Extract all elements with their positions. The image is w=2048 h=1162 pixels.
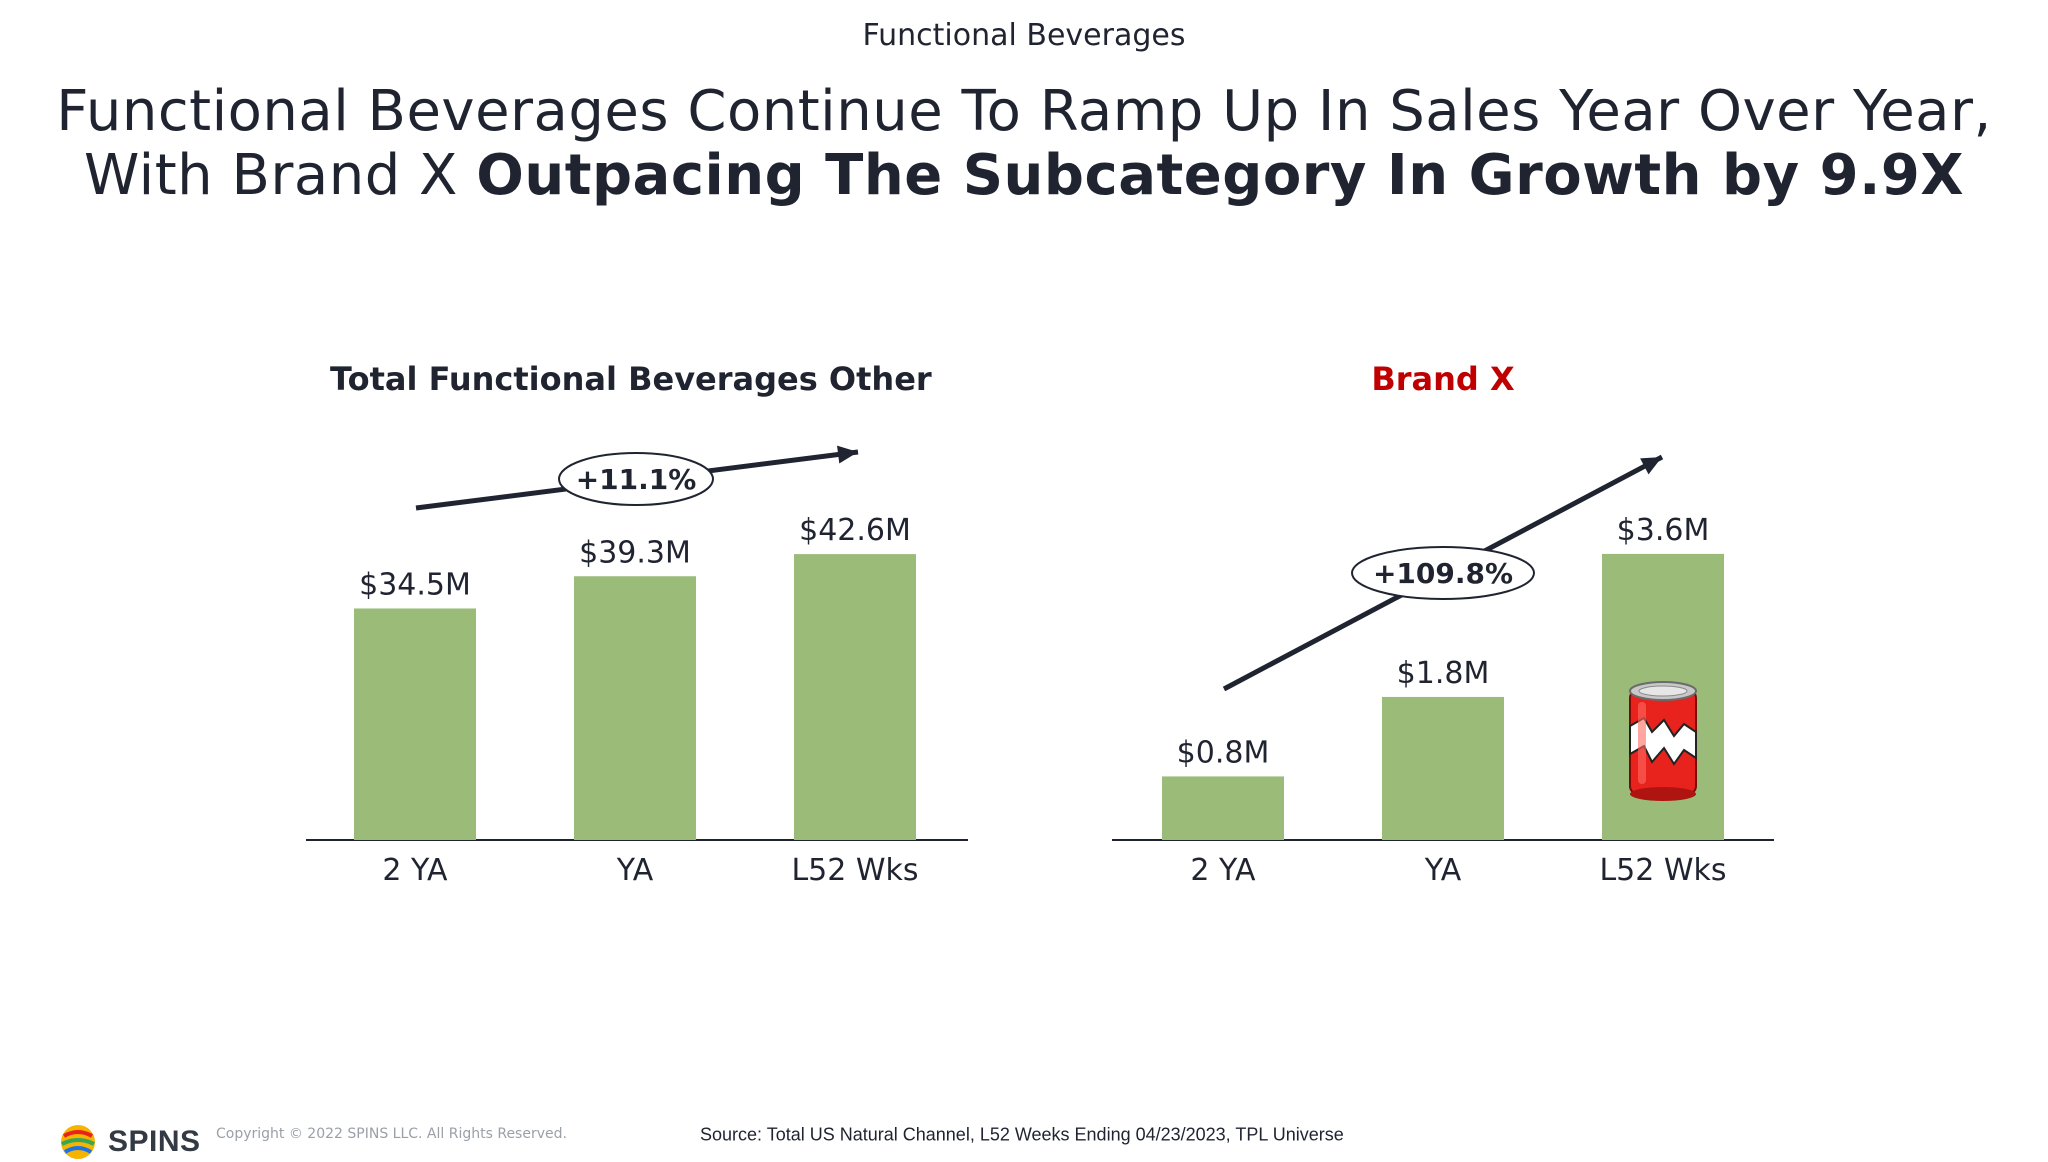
category-label: YA [616, 853, 654, 888]
bar-ya [1382, 696, 1504, 840]
growth-arrow-head [1640, 457, 1662, 475]
bar-2-ya [1162, 776, 1284, 840]
growth-label: +109.8% [1373, 557, 1513, 590]
growth-badge [558, 452, 714, 506]
section-label: Functional Beverages [862, 18, 1186, 53]
chart-1: $0.8M 2 YA $1.8M YA $3.6M L52 Wks +109.8% [1112, 454, 1774, 888]
headline: Functional Beverages Continue To Ramp Up… [0, 80, 2048, 208]
spins-logo: SPINS [58, 1122, 201, 1162]
category-label: L52 Wks [1599, 853, 1726, 888]
copyright-text: Copyright © 2022 SPINS LLC. All Rights R… [216, 1126, 567, 1142]
bar-ya [574, 576, 696, 840]
chart-title-brand-x: Brand X [1371, 360, 1515, 398]
bar-l52-wks [794, 554, 916, 840]
category-label: 2 YA [382, 853, 448, 888]
data-label: $39.3M [579, 535, 691, 570]
headline-line-2-bold: Outpacing The Subcategory In Growth by 9… [476, 143, 1964, 208]
bar-2-ya [354, 608, 476, 840]
data-label: $3.6M [1617, 513, 1710, 548]
soda-can-icon [1629, 681, 1697, 801]
headline-line-1: Functional Beverages Continue To Ramp Up… [56, 79, 1992, 144]
chart-title-total-functional-beverages: Total Functional Beverages Other [330, 360, 932, 398]
data-label: $34.5M [359, 567, 471, 602]
headline-line-2-regular: With Brand X [84, 143, 477, 208]
data-label: $0.8M [1177, 735, 1270, 770]
growth-badge [1351, 546, 1535, 600]
category-label: L52 Wks [791, 853, 918, 888]
category-label: 2 YA [1190, 853, 1256, 888]
headline-line-2: With Brand X Outpacing The Subcategory I… [0, 144, 2048, 208]
data-label: $42.6M [799, 513, 911, 548]
category-label: YA [1424, 853, 1462, 888]
chart-0: $34.5M 2 YA $39.3M YA $42.6M L52 Wks +11.1% [306, 445, 968, 888]
growth-arrow-head [837, 445, 858, 464]
data-label: $1.8M [1397, 656, 1490, 691]
spins-logo-text: SPINS [108, 1125, 201, 1158]
source-note: Source: Total US Natural Channel, L52 We… [700, 1124, 1344, 1145]
spins-globe-icon [61, 1125, 95, 1159]
growth-label: +11.1% [576, 463, 697, 496]
